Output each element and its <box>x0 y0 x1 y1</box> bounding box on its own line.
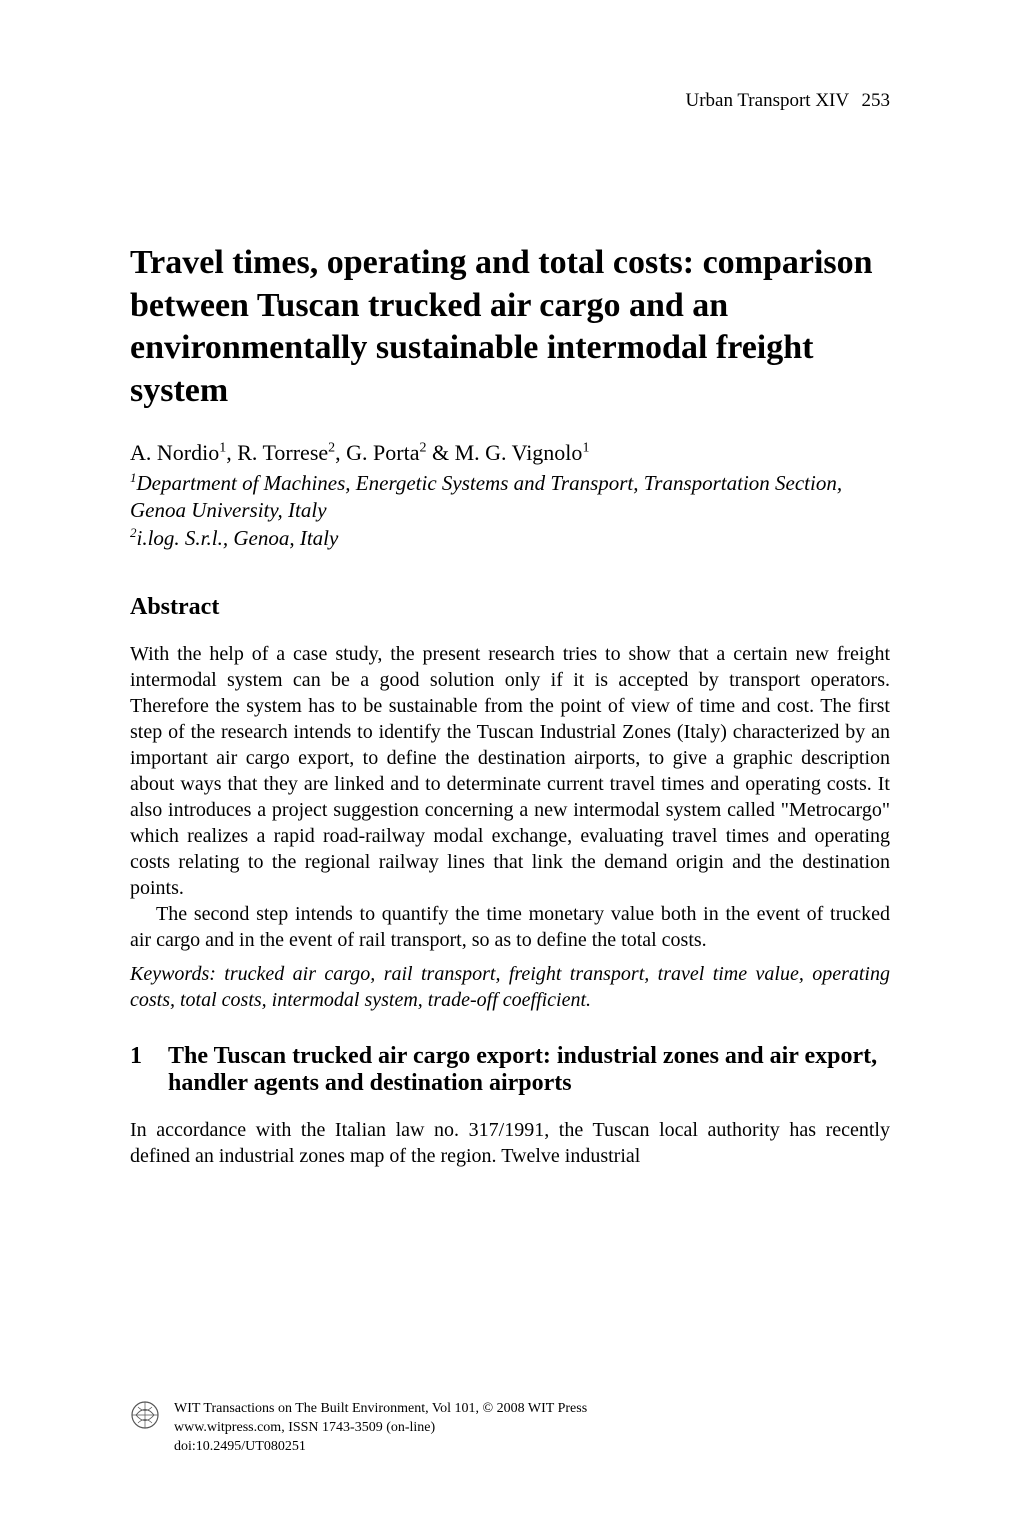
running-head-text: Urban Transport XIV <box>685 90 848 111</box>
page-number: 253 <box>862 90 891 111</box>
footer: WIT Transactions on The Built Environmen… <box>130 1400 890 1457</box>
running-head: Urban Transport XIV 253 <box>130 90 890 112</box>
authors-line: A. Nordio1, R. Torrese2, G. Porta2 & M. … <box>130 440 890 466</box>
footer-line-1: WIT Transactions on The Built Environmen… <box>174 1400 587 1419</box>
section-1-heading: 1 The Tuscan trucked air cargo export: i… <box>130 1043 890 1097</box>
section-1-title: The Tuscan trucked air cargo export: ind… <box>168 1043 890 1097</box>
section-1-number: 1 <box>130 1043 168 1097</box>
section-1-para-1: In accordance with the Italian law no. 3… <box>130 1117 890 1169</box>
abstract-para-1: With the help of a case study, the prese… <box>130 641 890 901</box>
publisher-logo-icon <box>130 1400 160 1430</box>
page-container: Urban Transport XIV 253 Travel times, op… <box>0 0 1020 1513</box>
affiliation-2: i.log. S.r.l., Genoa, Italy <box>137 526 339 550</box>
paper-title: Travel times, operating and total costs:… <box>130 242 890 412</box>
abstract-block: With the help of a case study, the prese… <box>130 641 890 953</box>
affiliation-1: Department of Machines, Energetic System… <box>130 471 842 522</box>
footer-text: WIT Transactions on The Built Environmen… <box>174 1400 587 1457</box>
footer-line-3: doi:10.2495/UT080251 <box>174 1438 587 1457</box>
footer-line-2: www.witpress.com, ISSN 1743-3509 (on-lin… <box>174 1419 587 1438</box>
keywords: Keywords: trucked air cargo, rail transp… <box>130 961 890 1013</box>
abstract-heading: Abstract <box>130 594 890 621</box>
affiliations: 1Department of Machines, Energetic Syste… <box>130 470 890 552</box>
abstract-para-2: The second step intends to quantify the … <box>130 901 890 953</box>
